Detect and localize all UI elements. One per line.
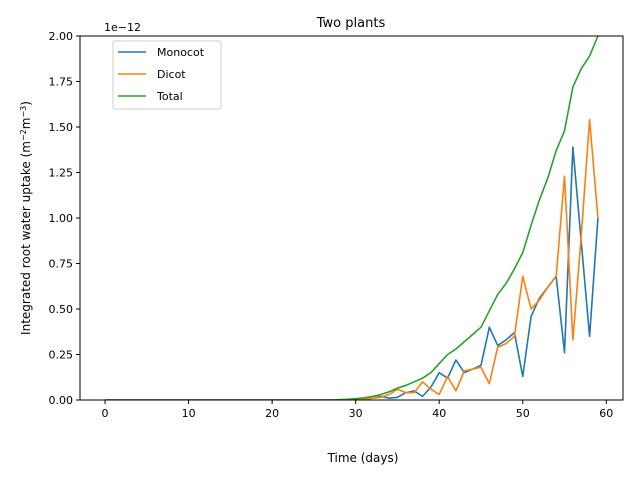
y-tick-label: 2.00: [49, 30, 74, 43]
y-tick-label: 1.00: [49, 212, 74, 225]
x-tick-label: 20: [265, 407, 279, 420]
y-tick-label: 1.50: [49, 121, 74, 134]
x-tick-label: 10: [182, 407, 196, 420]
legend-label-dicot: Dicot: [157, 68, 186, 81]
x-tick-label: 30: [349, 407, 363, 420]
legend-label-monocot: Monocot: [157, 46, 205, 59]
x-tick-label: 0: [102, 407, 109, 420]
y-axis-label-sup1: −2: [19, 129, 28, 141]
plot-frame: [79, 35, 624, 401]
legend-label-total: Total: [156, 90, 183, 103]
y-tick-label: 0.75: [49, 258, 74, 271]
y-axis-label-end: ): [19, 101, 33, 106]
y-tick-label: 0.00: [49, 394, 74, 407]
y-tick-label: 0.50: [49, 303, 74, 316]
y-axis-label-mid: m: [19, 118, 33, 130]
series-line-monocot: [105, 146, 599, 400]
series-line-dicot: [105, 118, 599, 400]
x-axis-ticks: 0 10 20 30 40 50 60: [102, 400, 613, 420]
y-tick-label: 1.25: [49, 167, 74, 180]
y-axis-label-sup2: −3: [19, 106, 28, 118]
x-tick-label: 50: [516, 407, 530, 420]
y-axis-label-main: Integrated root water uptake (m: [19, 141, 33, 335]
y-tick-label: 1.75: [49, 76, 74, 89]
x-axis-label: Time (days): [327, 451, 399, 465]
legend-box: [112, 40, 222, 110]
y-tick-label: 0.25: [49, 349, 74, 362]
y-offset-label: 1e−12: [104, 21, 141, 34]
y-axis-ticks: 0.00 0.25 0.50 0.75 1.00 1.25 1.50 1.75 2.00: [49, 30, 80, 407]
chart-title: Two plants: [316, 16, 386, 31]
x-tick-label: 60: [599, 407, 613, 420]
x-tick-label: 40: [432, 407, 446, 420]
series-line-total: [105, 36, 599, 400]
legend: Monocot Dicot Total: [112, 40, 222, 110]
y-axis-label: Integrated root water uptake (m−2m−3): [19, 101, 34, 335]
